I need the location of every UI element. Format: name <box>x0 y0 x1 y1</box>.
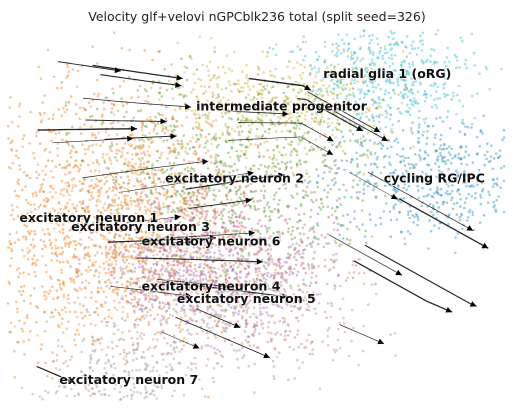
streamline-arrow <box>469 301 477 307</box>
streamline-arrow <box>356 125 363 131</box>
cluster-label-1: intermediate progenitor <box>196 99 368 114</box>
streamline-arrow <box>187 239 194 246</box>
streamline-arrow <box>202 158 209 165</box>
streamline-arrow <box>114 67 121 74</box>
streamline <box>353 260 453 313</box>
cluster-points-9 <box>20 313 224 401</box>
cluster-label-7: excitatory neuron 4 <box>142 279 281 294</box>
velocity-streamlines <box>36 61 489 384</box>
streamline-arrow <box>263 352 270 359</box>
streamline-arrow <box>278 172 285 179</box>
cluster-points-6 <box>74 144 361 343</box>
cluster-label-9: excitatory neuron 7 <box>59 372 198 387</box>
streamline <box>57 61 121 72</box>
streamline-arrow <box>127 135 134 142</box>
streamline <box>82 160 209 179</box>
streamline <box>92 64 183 80</box>
streamline-arrow <box>233 322 241 328</box>
streamline <box>297 98 364 132</box>
streamline <box>322 104 389 142</box>
streamline <box>52 138 134 144</box>
streamline <box>348 171 398 200</box>
cluster-points-0 <box>265 29 503 146</box>
streamline-arrow <box>326 135 334 142</box>
streamline-arrow <box>160 118 167 125</box>
streamline <box>228 136 334 156</box>
streamline <box>248 77 312 91</box>
cluster-points-5 <box>9 78 279 366</box>
streamline-arrow <box>185 292 192 299</box>
streamline-arrow <box>390 193 398 200</box>
streamline-arrow <box>304 84 311 91</box>
streamline-arrow <box>130 125 137 132</box>
cluster-label-2: cycling RG/IPC <box>384 171 485 186</box>
streamline <box>162 281 289 298</box>
streamline-arrow <box>373 126 381 133</box>
streamline-arrow <box>67 377 75 383</box>
cluster-points-4 <box>6 31 277 401</box>
streamline <box>225 110 289 115</box>
streamline <box>188 199 252 209</box>
streamline-arrow <box>209 234 216 241</box>
cluster-label-4: excitatory neuron 1 <box>19 210 158 225</box>
streamline-arrow <box>248 230 255 237</box>
streamline <box>196 308 241 328</box>
streamline-arrow <box>381 135 388 141</box>
streamline <box>36 365 75 384</box>
streamline <box>339 324 385 345</box>
streamline-arrow <box>247 170 254 177</box>
streamline <box>136 257 263 263</box>
streamline-arrow <box>192 343 200 349</box>
streamline <box>328 234 403 276</box>
streamline <box>307 91 381 133</box>
streamline <box>364 244 477 307</box>
cluster-label-8: excitatory neuron 5 <box>177 291 316 306</box>
streamline <box>161 331 200 349</box>
cluster-label-5: excitatory neuron 3 <box>71 219 210 234</box>
cell-points <box>6 29 506 401</box>
streamline-arrow <box>466 225 474 231</box>
streamline <box>126 216 181 223</box>
streamline <box>118 172 254 193</box>
streamline <box>367 171 474 232</box>
streamline <box>156 278 229 288</box>
streamline <box>83 97 192 108</box>
streamline-arrow <box>481 242 489 249</box>
cluster-label-6: excitatory neuron 6 <box>142 234 281 249</box>
streamline <box>37 128 137 131</box>
streamline-arrow <box>184 103 192 110</box>
cluster-label-0: radial glia 1 (oRG) <box>323 66 451 81</box>
streamline-arrow <box>282 110 289 117</box>
streamline-arrow <box>222 283 229 290</box>
streamline-arrow <box>170 133 177 140</box>
streamline <box>185 174 285 190</box>
streamline-arrow <box>377 338 385 345</box>
streamline-arrow <box>245 197 252 204</box>
streamline <box>110 286 192 297</box>
streamline-arrow <box>176 74 183 81</box>
streamline <box>398 198 489 249</box>
streamline <box>100 74 182 87</box>
streamline-arrow <box>326 149 334 155</box>
cluster-labels: radial glia 1 (oRG) intermediate progenit… <box>18 65 486 388</box>
streamline <box>238 122 334 142</box>
streamline-arrow <box>174 214 181 221</box>
streamline <box>85 119 167 122</box>
streamline <box>175 316 271 359</box>
streamline <box>139 241 194 245</box>
cluster-points-8 <box>98 203 406 394</box>
cluster-points-1 <box>148 35 416 180</box>
streamline-arrow <box>445 306 453 313</box>
streamline-arrow <box>256 258 263 265</box>
cluster-label-3: excitatory neuron 2 <box>165 171 304 186</box>
streamline-arrow <box>395 269 402 276</box>
chart-title: Velocity glf+velovi nGPCblk236 total (sp… <box>88 9 425 24</box>
streamline-arrow <box>175 81 182 88</box>
streamline <box>107 237 216 243</box>
streamline <box>104 135 177 140</box>
streamline-arrow <box>281 293 289 300</box>
